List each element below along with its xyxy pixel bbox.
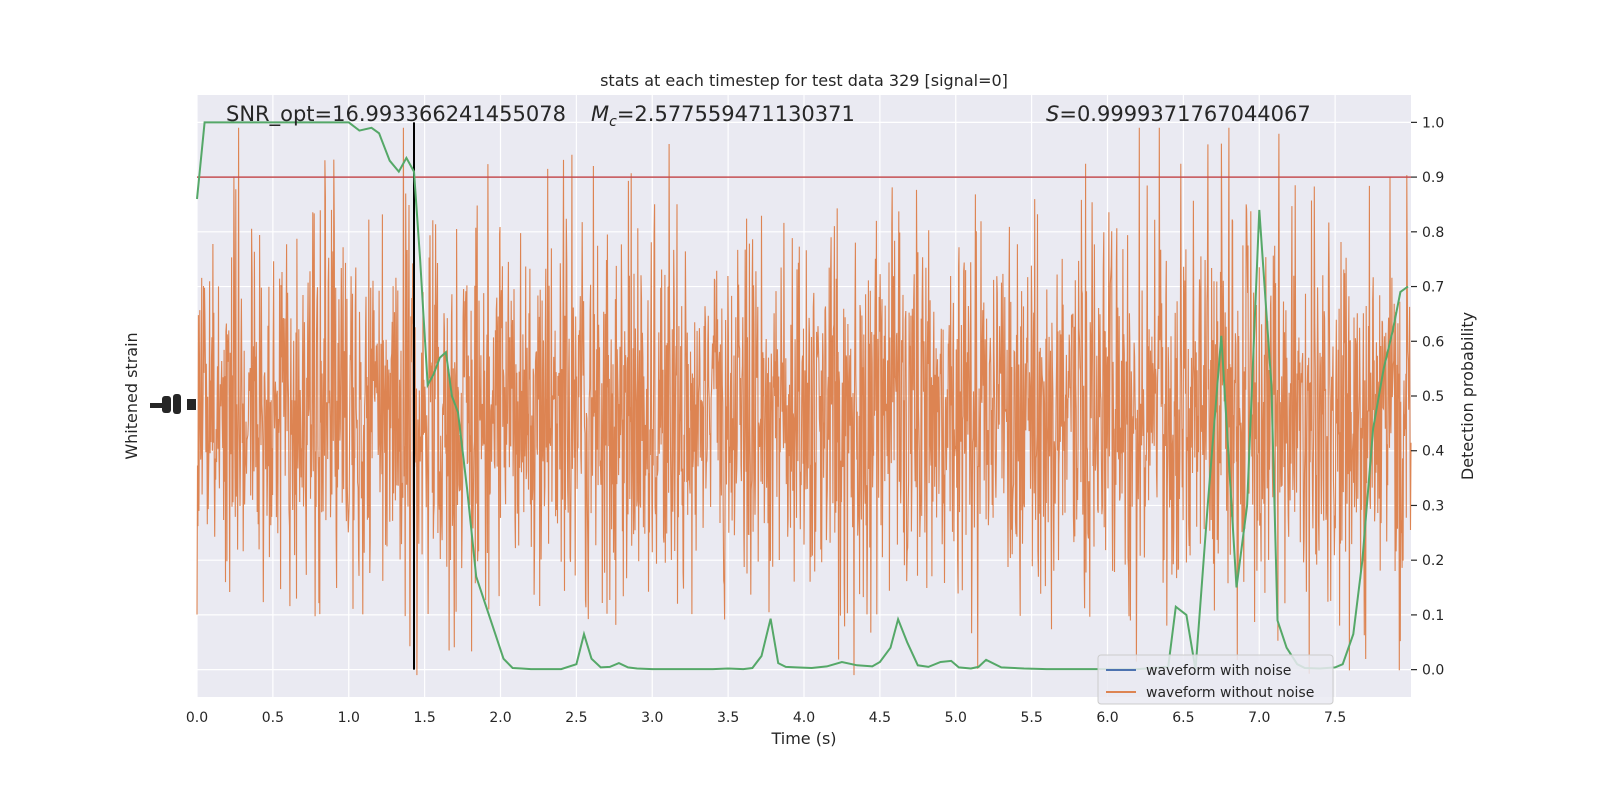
- waveform-trace-path: [196, 127, 1412, 676]
- y-tick-label: 0.9: [1422, 170, 1444, 186]
- chart-title: stats at each timestep for test data 329…: [600, 71, 1008, 90]
- x-tick-label: 6.0: [1096, 710, 1118, 726]
- x-tick-label: 0.0: [186, 710, 208, 726]
- y-tick-label: 0.1: [1422, 608, 1444, 624]
- x-tick-label: 7.0: [1248, 710, 1270, 726]
- x-tick-label: 3.5: [717, 710, 739, 726]
- detection-probability-line: [196, 121, 1409, 671]
- x-tick-label: 3.0: [641, 710, 663, 726]
- y-tick-label: 0.7: [1422, 280, 1444, 296]
- y-tick-label: 0.5: [1422, 389, 1444, 405]
- legend-label-without-noise: waveform without noise: [1146, 685, 1314, 701]
- left-axis-overlapping-ticks: [150, 394, 196, 414]
- right-y-axis-ticks: 0.0 0.1 0.2 0.3 0.4 0.5 0.6 0.7 0.8 0.9 1.0: [1411, 115, 1444, 679]
- chirp-mass-value: =2.577559471130371: [617, 102, 855, 126]
- x-tick-label: 7.5: [1324, 710, 1346, 726]
- statistic-value: =0.9999371767044067: [1059, 102, 1310, 126]
- legend-box: [1097, 654, 1334, 705]
- y-tick-label: 0.3: [1422, 498, 1444, 514]
- x-tick-label: 5.5: [1020, 710, 1042, 726]
- x-tick-label: 2.0: [489, 710, 511, 726]
- x-tick-label: 4.5: [869, 710, 891, 726]
- snr-annotation: SNR_opt=16.993366241455078: [226, 102, 566, 127]
- y-tick-label: 0.4: [1422, 444, 1444, 460]
- left-tick-glyph: [162, 396, 171, 413]
- chirp-mass-symbol: M: [591, 102, 609, 126]
- x-tick-label: 1.0: [338, 710, 360, 726]
- legend: waveform with noise waveform without noi…: [1097, 654, 1334, 705]
- x-tick-label: 5.0: [945, 710, 967, 726]
- x-axis-ticks: 0.0 0.5 1.0 1.5 2.0 2.5 3.0 3.5 4.0 4.5 5.0 5.5 6.0 6…: [186, 710, 1346, 726]
- left-tick-glyph: [173, 394, 181, 414]
- waveform-without-noise-trace: [196, 127, 1412, 676]
- x-axis-label: Time (s): [770, 729, 836, 748]
- x-tick-label: 0.5: [262, 710, 284, 726]
- left-tick-glyph: [150, 403, 163, 408]
- legend-label-with-noise: waveform with noise: [1146, 663, 1291, 679]
- y-tick-label: 0.8: [1422, 225, 1444, 241]
- chirp-mass-subscript: c: [609, 114, 617, 130]
- y-tick-label: 1.0: [1422, 115, 1444, 131]
- statistic-symbol: S: [1046, 102, 1059, 126]
- y-tick-label: 0.0: [1422, 663, 1444, 679]
- x-tick-label: 1.5: [413, 710, 435, 726]
- right-y-axis-label: Detection probability: [1458, 312, 1477, 480]
- x-tick-label: 4.0: [793, 710, 815, 726]
- chirp-mass-annotation: Mc=2.577559471130371: [591, 102, 855, 130]
- statistic-annotation: S=0.9999371767044067: [1046, 102, 1311, 126]
- y-tick-label: 0.2: [1422, 553, 1444, 569]
- x-tick-label: 2.5: [565, 710, 587, 726]
- y-tick-label: 0.6: [1422, 334, 1444, 350]
- x-tick-label: 6.5: [1172, 710, 1194, 726]
- left-y-axis-label: Whitened strain: [122, 332, 141, 459]
- left-tick-glyph: [187, 399, 196, 410]
